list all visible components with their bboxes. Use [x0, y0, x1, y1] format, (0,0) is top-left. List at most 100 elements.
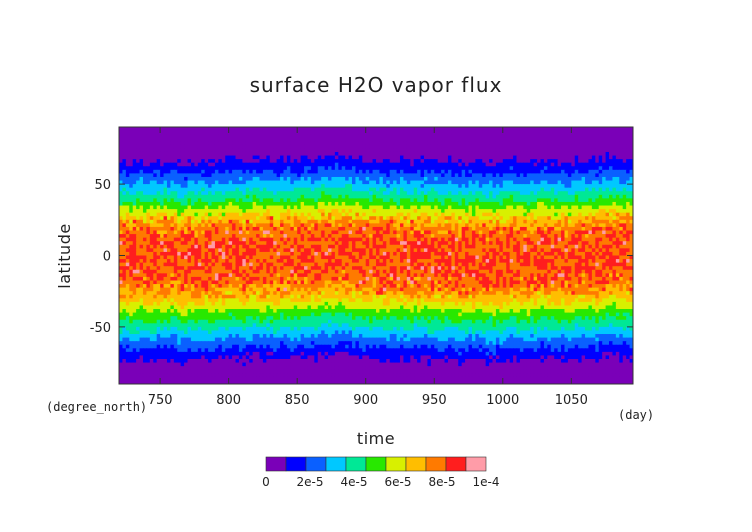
heatmap-cell — [362, 159, 367, 164]
heatmap-cell — [204, 191, 209, 196]
heatmap-cell — [125, 134, 130, 139]
heatmap-cell — [149, 169, 154, 174]
heatmap-cell — [317, 155, 322, 160]
heatmap-cell — [376, 241, 381, 246]
heatmap-cell — [393, 173, 398, 178]
heatmap-cell — [499, 180, 504, 185]
heatmap-cell — [197, 151, 202, 157]
heatmap-cell — [304, 226, 309, 232]
heatmap-cell — [146, 244, 151, 249]
heatmap-cell — [591, 209, 596, 214]
heatmap-cell — [629, 144, 633, 150]
heatmap-cell — [139, 184, 144, 189]
heatmap-cell — [184, 169, 189, 174]
heatmap-cell — [365, 187, 370, 192]
heatmap-cell — [317, 134, 322, 139]
heatmap-cell — [259, 151, 264, 157]
heatmap-cell — [293, 201, 298, 207]
heatmap-cell — [321, 180, 326, 185]
heatmap-cell — [591, 155, 596, 160]
heatmap-cell — [458, 205, 463, 210]
heatmap-cell — [389, 162, 394, 167]
heatmap-cell — [485, 219, 490, 224]
heatmap-cell — [379, 226, 384, 232]
heatmap-cell — [598, 198, 603, 203]
heatmap-cell — [136, 234, 141, 239]
heatmap-cell — [571, 187, 576, 192]
heatmap-cell — [619, 137, 624, 142]
heatmap-cell — [382, 226, 387, 232]
heatmap-cell — [519, 241, 524, 246]
heatmap-cell — [526, 176, 531, 182]
heatmap-cell — [478, 180, 483, 185]
heatmap-cell — [533, 134, 538, 139]
heatmap-cell — [365, 148, 370, 153]
heatmap-cell — [170, 137, 175, 142]
heatmap-cell — [273, 198, 278, 203]
heatmap-cell — [208, 162, 213, 167]
heatmap-cell — [523, 191, 528, 196]
heatmap-cell — [605, 219, 610, 224]
heatmap-cell — [331, 148, 336, 153]
heatmap-cell — [119, 176, 124, 182]
heatmap-cell — [328, 209, 333, 214]
heatmap-cell — [413, 162, 418, 167]
heatmap-cell — [221, 162, 226, 167]
heatmap-cell — [626, 241, 631, 246]
heatmap-cell — [499, 234, 504, 239]
heatmap-cell — [523, 169, 528, 174]
heatmap-cell — [276, 134, 281, 139]
heatmap-cell — [526, 130, 531, 135]
heatmap-cell — [461, 176, 466, 182]
heatmap-cell — [554, 169, 559, 174]
heatmap-cell — [376, 144, 381, 150]
heatmap-cell — [454, 159, 459, 164]
heatmap-cell — [283, 134, 288, 139]
heatmap-cell — [235, 223, 240, 228]
heatmap-cell — [389, 237, 394, 242]
heatmap-cell — [262, 180, 267, 185]
heatmap-cell — [348, 134, 353, 139]
heatmap-cell — [180, 198, 185, 203]
heatmap-cell — [430, 127, 435, 132]
heatmap-cell — [626, 151, 631, 157]
heatmap-cell — [478, 198, 483, 203]
heatmap-cell — [612, 201, 617, 207]
heatmap-cell — [602, 151, 607, 157]
heatmap-cell — [286, 137, 291, 142]
heatmap-cell — [399, 169, 405, 174]
heatmap-cell — [211, 144, 216, 150]
heatmap-cell — [516, 191, 521, 196]
heatmap-cell — [506, 187, 511, 192]
heatmap-cell — [352, 173, 357, 178]
heatmap-cell — [468, 194, 473, 199]
heatmap-cell — [129, 134, 134, 139]
heatmap-cell — [454, 151, 459, 157]
heatmap-cell — [554, 237, 559, 242]
heatmap-cell — [242, 173, 247, 178]
heatmap-cell — [509, 198, 514, 203]
heatmap-cell — [413, 226, 418, 232]
heatmap-cell — [355, 223, 360, 228]
heatmap-cell — [235, 234, 240, 239]
heatmap-cell — [160, 194, 165, 199]
heatmap-cell — [139, 166, 144, 171]
heatmap-cell — [132, 134, 137, 139]
heatmap-cell — [365, 216, 370, 221]
heatmap-cell — [526, 201, 531, 207]
heatmap-cell — [355, 130, 360, 135]
heatmap-cell — [286, 130, 291, 135]
heatmap-cell — [362, 148, 367, 153]
heatmap-cell — [434, 241, 439, 246]
heatmap-cell — [430, 201, 435, 207]
heatmap-cell — [331, 205, 336, 210]
heatmap-cell — [187, 223, 192, 228]
heatmap-cell — [338, 180, 343, 185]
heatmap-cell — [290, 234, 295, 239]
heatmap-cell — [252, 169, 257, 174]
heatmap-cell — [478, 216, 483, 221]
heatmap-cell — [595, 151, 600, 157]
heatmap-cell — [454, 148, 459, 153]
heatmap-cell — [561, 173, 566, 178]
heatmap-cell — [297, 198, 302, 203]
